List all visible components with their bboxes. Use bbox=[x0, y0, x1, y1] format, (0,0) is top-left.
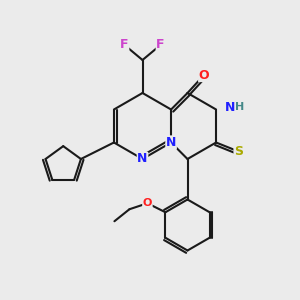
Text: O: O bbox=[199, 68, 209, 82]
Text: H: H bbox=[235, 102, 244, 112]
Text: N: N bbox=[224, 100, 235, 114]
Text: S: S bbox=[234, 145, 243, 158]
Text: F: F bbox=[156, 38, 165, 52]
Text: N: N bbox=[137, 152, 148, 166]
Text: F: F bbox=[120, 38, 129, 52]
Text: O: O bbox=[143, 198, 152, 208]
Text: N: N bbox=[166, 136, 176, 149]
